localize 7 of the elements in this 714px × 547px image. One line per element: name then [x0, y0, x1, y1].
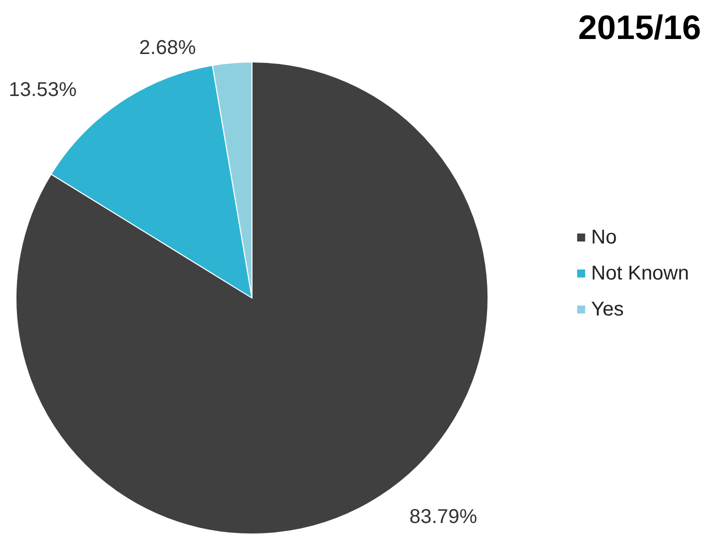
chart-title: 2015/16: [578, 9, 702, 47]
data-label: 13.53%: [8, 78, 77, 101]
data-label: 83.79%: [409, 506, 478, 528]
legend-label: Yes: [591, 298, 624, 320]
legend-label: Not Known: [591, 262, 690, 284]
legend-label: No: [591, 226, 617, 248]
data-label: 2.68%: [139, 36, 196, 59]
